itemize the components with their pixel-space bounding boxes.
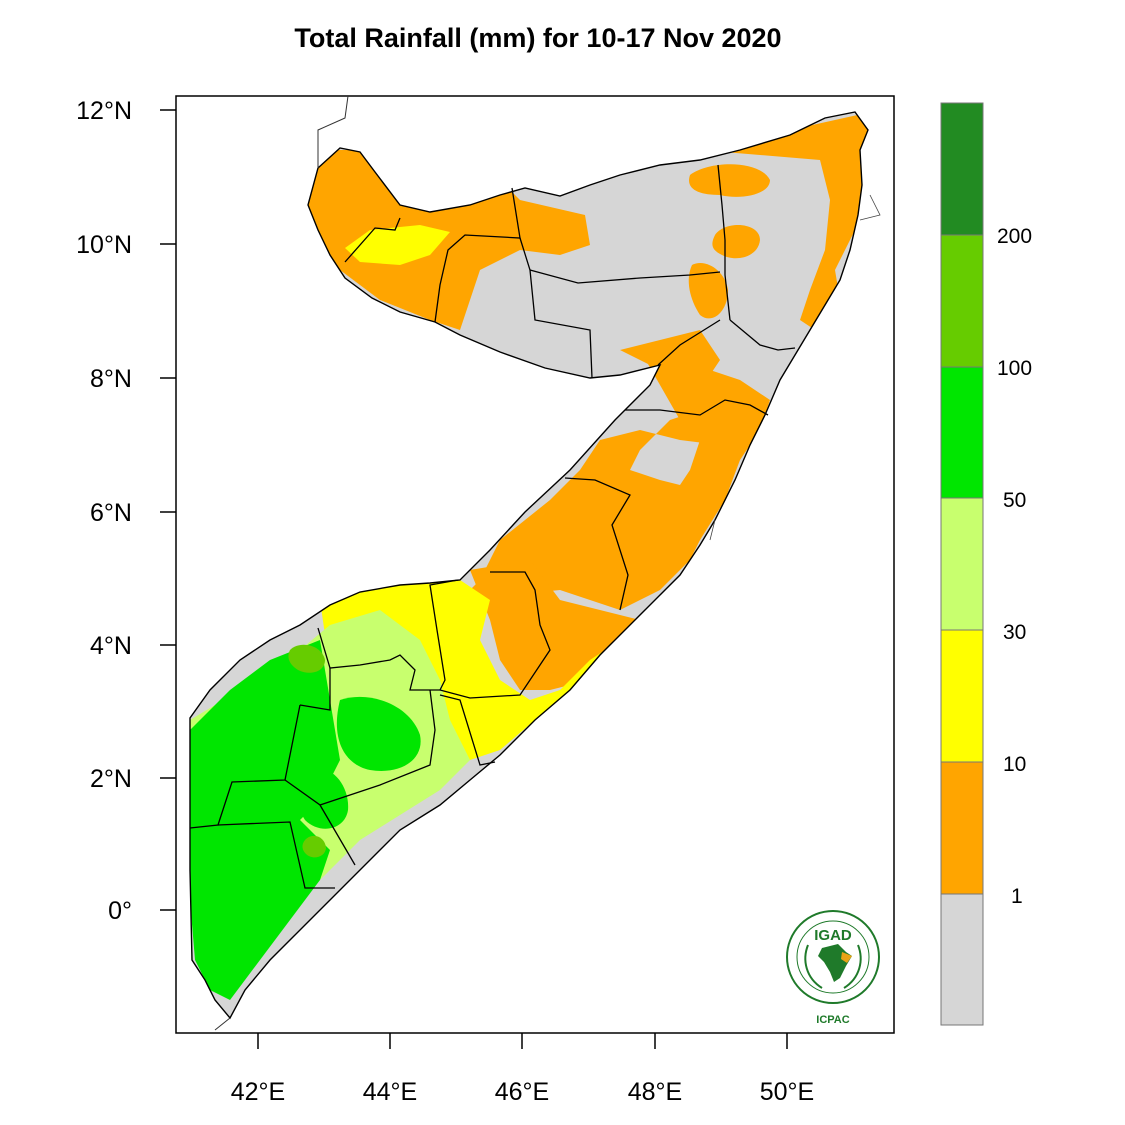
legend-swatch-50-100 bbox=[940, 366, 984, 499]
legend-swatch-10-30 bbox=[940, 629, 984, 763]
rain-1-10-northwest bbox=[300, 150, 590, 330]
kenya-coast-line bbox=[214, 1017, 231, 1031]
legend-colorbar bbox=[940, 102, 984, 1026]
y-tick-label: 6°N bbox=[90, 499, 132, 527]
logo-inner-ring bbox=[796, 920, 870, 994]
y-tick-label: 4°N bbox=[90, 632, 132, 660]
legend-label: 10 bbox=[1003, 753, 1026, 776]
djibouti-border-line bbox=[317, 95, 349, 168]
y-tick-label: 10°N bbox=[76, 231, 132, 259]
rain-10-30-northwest bbox=[345, 225, 450, 265]
rain-1-10-blob-a bbox=[689, 164, 770, 197]
y-tick-label: 2°N bbox=[90, 765, 132, 793]
rain-50-100-patch-b bbox=[297, 767, 349, 829]
rain-50-100-patch-a bbox=[336, 696, 421, 771]
country-outline bbox=[189, 111, 869, 1020]
x-axis: 42°E 44°E 46°E 48°E 50°E bbox=[231, 1033, 814, 1106]
legend-label: 100 bbox=[997, 357, 1032, 380]
legend-swatch-100-200 bbox=[940, 234, 984, 368]
east-coast-offset-line bbox=[709, 194, 881, 541]
laurel-left-icon bbox=[804, 944, 823, 989]
legend-label: 1 bbox=[1011, 885, 1023, 908]
legend-label: 30 bbox=[1003, 621, 1026, 644]
rain-1-10-northeast bbox=[700, 112, 868, 330]
x-tick-label: 44°E bbox=[363, 1078, 417, 1106]
laurel-right-icon bbox=[843, 944, 862, 989]
logo-name: IGAD bbox=[814, 927, 852, 944]
legend-swatch-30-50 bbox=[940, 497, 984, 631]
legend-label: 200 bbox=[997, 225, 1032, 248]
y-tick-label: 0° bbox=[108, 897, 132, 925]
chart-title: Total Rainfall (mm) for 10-17 Nov 2020 bbox=[294, 23, 781, 53]
x-tick-label: 42°E bbox=[231, 1078, 285, 1106]
legend-labels: 200 100 50 30 10 1 bbox=[997, 225, 1032, 908]
logo-org: ICPAC bbox=[816, 1014, 849, 1026]
rain-50-100-southwest bbox=[190, 640, 340, 1000]
x-tick-label: 50°E bbox=[760, 1078, 814, 1106]
legend-swatch-lt1 bbox=[940, 893, 984, 1026]
rain-100-200-spot-a bbox=[288, 644, 325, 673]
regional-boundaries bbox=[189, 164, 796, 889]
legend-label: 50 bbox=[1003, 489, 1026, 512]
horn-highlight-icon bbox=[841, 952, 852, 963]
y-tick-label: 12°N bbox=[76, 97, 132, 125]
rain-100-200-spot-b bbox=[302, 835, 326, 858]
y-axis: 12°N 10°N 8°N 6°N 4°N 2°N 0° bbox=[76, 97, 176, 925]
igad-logo: IGAD ICPAC bbox=[786, 910, 880, 1026]
y-tick-label: 8°N bbox=[90, 365, 132, 393]
rain-1-10-blob-c bbox=[688, 262, 728, 319]
legend-swatch-gt200 bbox=[940, 102, 984, 236]
x-tick-label: 48°E bbox=[628, 1078, 682, 1106]
x-tick-label: 46°E bbox=[495, 1078, 549, 1106]
legend-swatch-1-10 bbox=[940, 761, 984, 895]
